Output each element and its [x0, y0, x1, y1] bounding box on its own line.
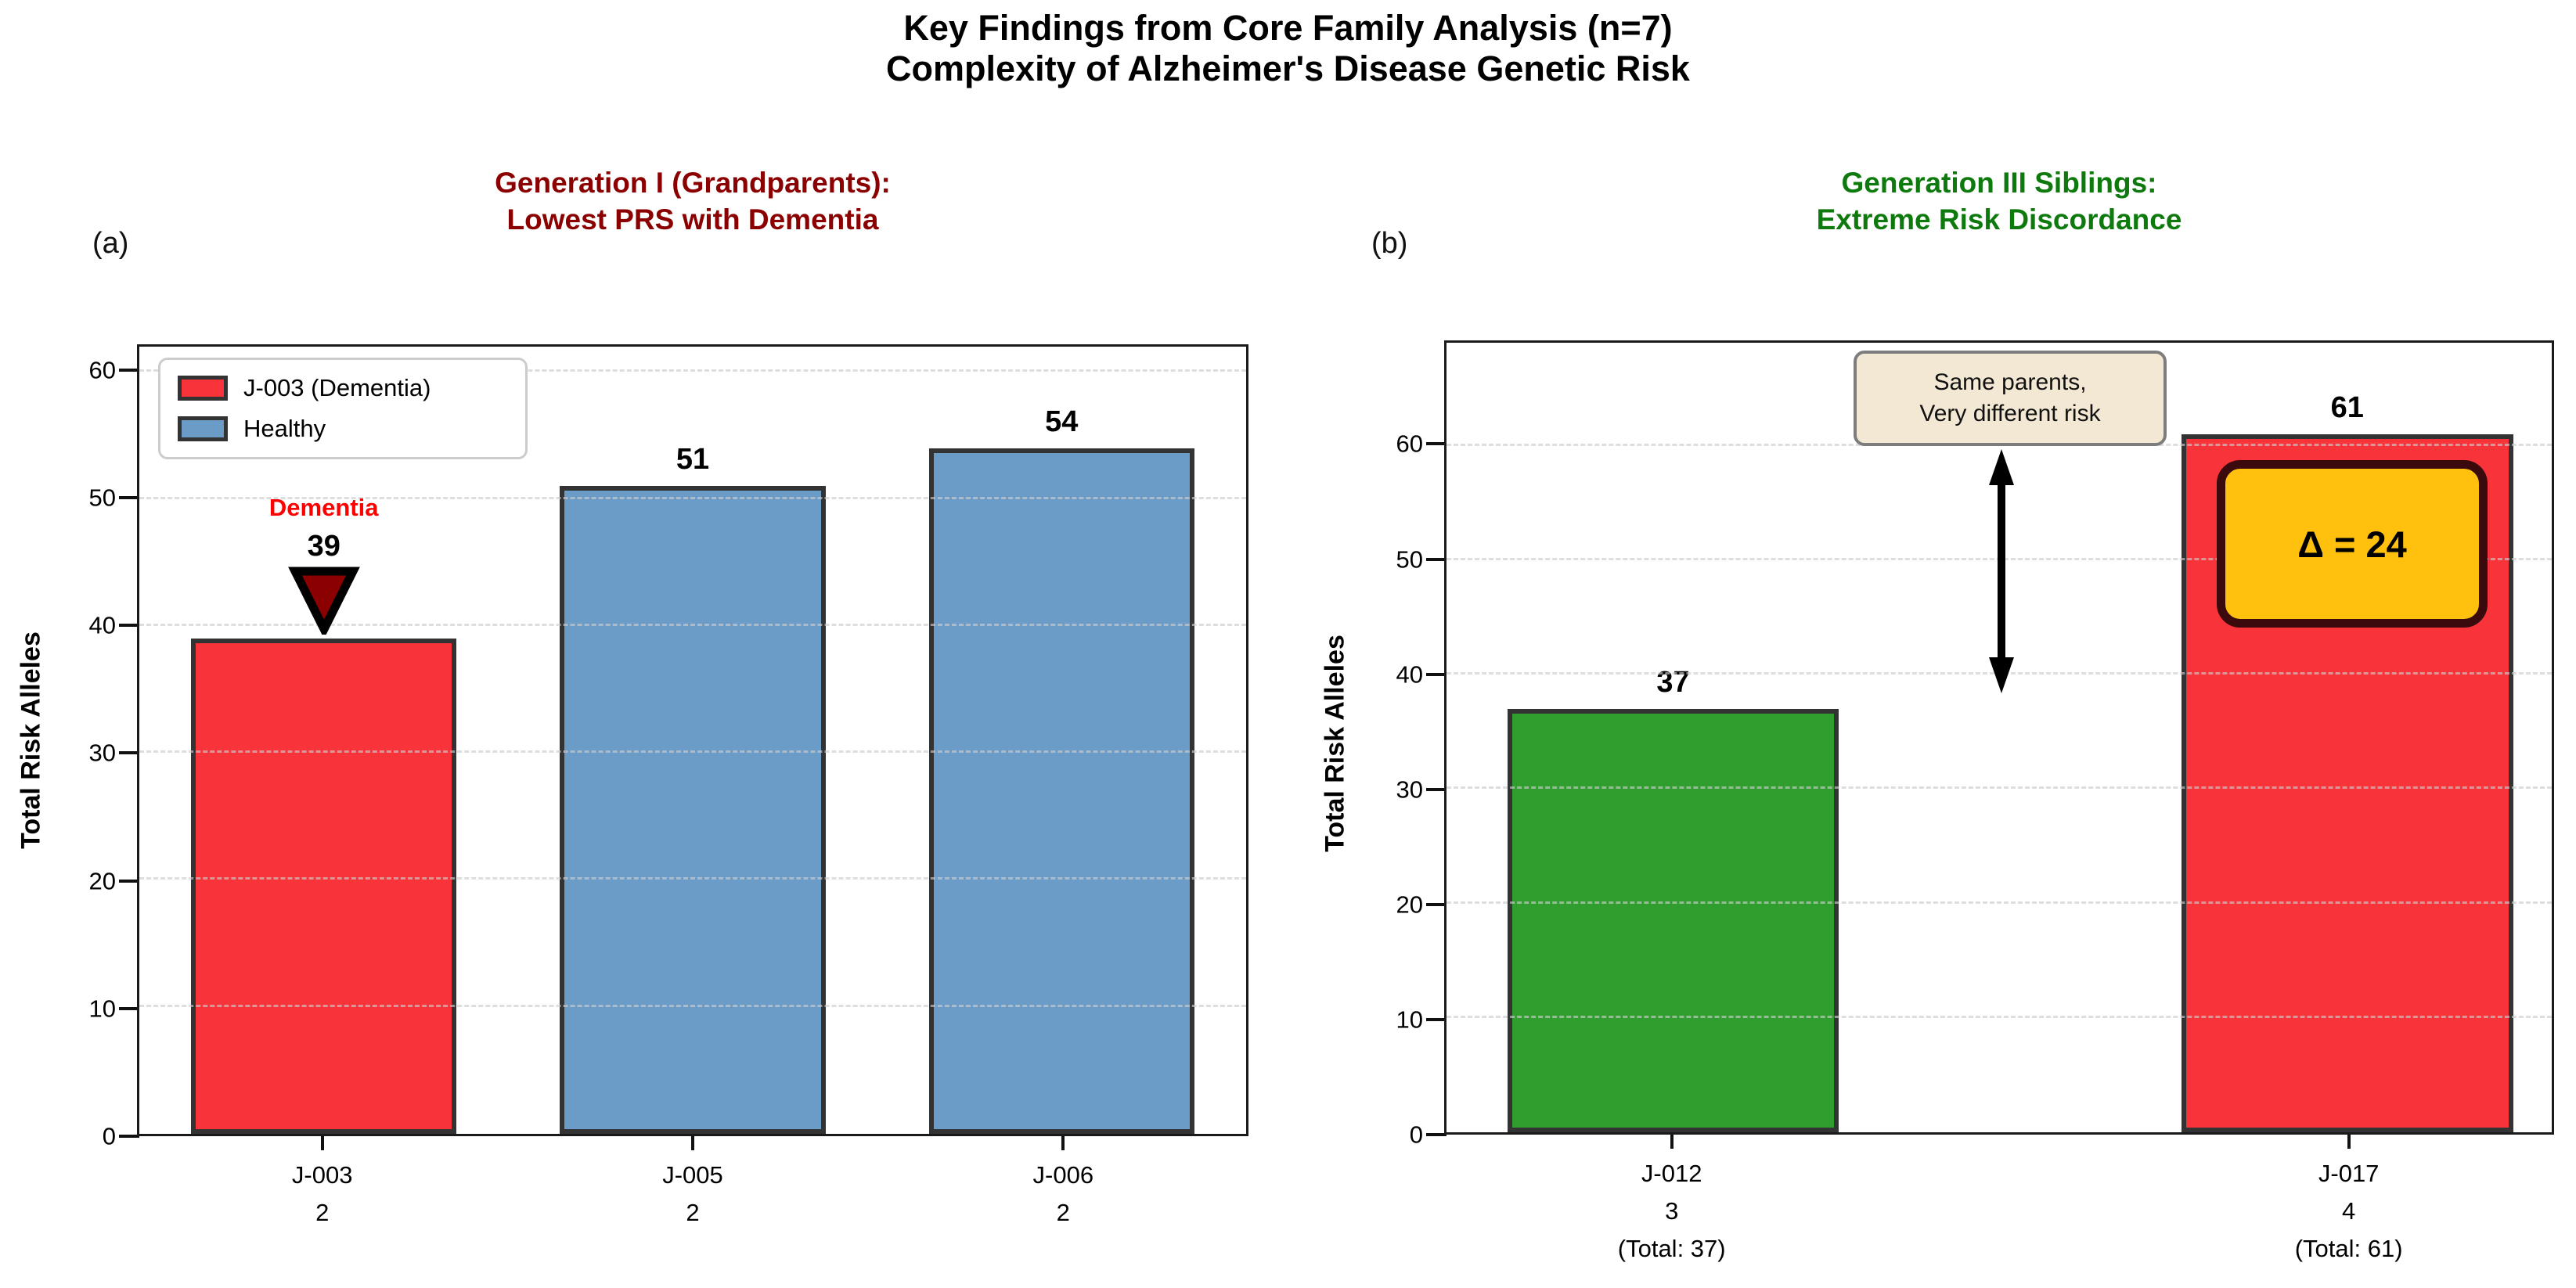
legend: J-003 (Dementia) Healthy: [158, 358, 528, 459]
y-tick-mark: [1426, 442, 1447, 446]
x-tick-label-J-017: J-017 4 (Total: 61): [2295, 1155, 2403, 1268]
y-tick-mark: [1426, 1017, 1447, 1021]
bar-value-label-J-005: 51: [676, 443, 710, 477]
legend-label-healthy: Healthy: [243, 415, 326, 442]
x-tick-label-line: 3: [1665, 1197, 1679, 1225]
x-tick-mark: [320, 1136, 324, 1150]
x-tick-mark: [1061, 1136, 1065, 1150]
panel-b-corner-label: (b): [1371, 227, 1408, 260]
dementia-annotation-label: Dementia: [268, 494, 379, 521]
panel-b-x-tick-marks: [1444, 1135, 2554, 1149]
y-tick-label: 50: [1396, 545, 1423, 573]
y-tick-mark: [1426, 787, 1447, 791]
bar-value-label-J-003: 39: [307, 530, 340, 563]
y-tick-label: 30: [1396, 775, 1423, 804]
bar-value-label-J-006: 54: [1045, 405, 1079, 438]
legend-item-dementia: J-003 (Dementia): [178, 374, 508, 402]
x-tick-label-line: J-012: [1641, 1160, 1702, 1187]
y-tick-label: 20: [1396, 890, 1423, 919]
y-tick-label: 10: [88, 995, 116, 1023]
dementia-marker-triangle-icon: [287, 566, 360, 639]
y-tick-mark: [119, 495, 139, 499]
figure-title: Key Findings from Core Family Analysis (…: [0, 8, 2576, 89]
x-tick-label-J-003: J-003 2: [292, 1157, 353, 1232]
legend-swatch-dementia: [178, 376, 228, 401]
y-tick-label: 40: [88, 611, 116, 639]
x-tick-mark: [2347, 1135, 2351, 1149]
y-tick-label: 60: [1396, 430, 1423, 458]
y-tick-mark: [1426, 672, 1447, 676]
annotation-line2: Very different risk: [1919, 401, 2101, 426]
same-parents-annotation-box: Same parents, Very different risk: [1854, 351, 2167, 446]
panel-a-y-tick-labels: 0 10 20 30 40 50 60: [38, 344, 116, 1148]
bar-J-006: [928, 448, 1194, 1134]
y-tick-mark: [1426, 1133, 1447, 1136]
y-tick-mark: [119, 624, 139, 628]
y-tick-mark: [119, 1135, 139, 1138]
x-tick-mark: [691, 1136, 694, 1150]
panel-a-y-tick-marks: [119, 344, 139, 1138]
panel-a-title-line2: Lowest PRS with Dementia: [506, 203, 879, 236]
panel-b-title-line1: Generation III Siblings:: [1841, 167, 2157, 199]
annotation-line1: Same parents,: [1933, 369, 2087, 395]
double-arrow-icon: [1983, 448, 2019, 699]
panel-b-plot-area: 37 61 Same parents, Very different risk Δ…: [1444, 340, 2554, 1135]
panel-a-x-tick-marks: [137, 1136, 1248, 1150]
x-tick-mark: [1670, 1135, 1673, 1149]
panel-b-title: Generation III Siblings: Extreme Risk Di…: [1444, 164, 2554, 238]
legend-item-healthy: Healthy: [178, 415, 508, 443]
y-tick-label: 10: [1396, 1006, 1423, 1034]
x-tick-label-line: (Total: 37): [1617, 1235, 1726, 1262]
figure-title-line1: Key Findings from Core Family Analysis (…: [903, 8, 1673, 48]
panel-a-corner-label: (a): [92, 227, 129, 260]
x-tick-label-line: J-006: [1032, 1161, 1094, 1189]
x-tick-label-line: (Total: 61): [2294, 1235, 2403, 1262]
x-tick-label-line: 4: [2342, 1197, 2356, 1225]
panel-a-plot-area: 39 51 54 J-003 (Dementia) Healthy Dementia: [137, 344, 1248, 1136]
y-tick-label: 60: [88, 356, 116, 384]
y-tick-mark: [1426, 557, 1447, 561]
panel-a-title: Generation I (Grandparents): Lowest PRS …: [137, 164, 1248, 238]
legend-label-dementia: J-003 (Dementia): [243, 374, 431, 401]
y-tick-mark: [1426, 902, 1447, 906]
x-tick-label-line: 2: [1056, 1199, 1070, 1226]
y-tick-label: 50: [88, 484, 116, 512]
x-tick-label-J-012: J-012 3 (Total: 37): [1618, 1155, 1726, 1268]
y-tick-label: 0: [102, 1122, 116, 1150]
y-tick-mark: [119, 879, 139, 883]
figure-title-line2: Complexity of Alzheimer's Disease Geneti…: [886, 49, 1690, 88]
y-tick-mark: [119, 368, 139, 372]
x-tick-label-J-005: J-005 2: [662, 1157, 723, 1232]
y-tick-label: 0: [1409, 1121, 1423, 1149]
bar-J-012: [1507, 708, 1839, 1132]
delta-badge-label: Δ = 24: [2297, 523, 2407, 565]
y-tick-mark: [119, 751, 139, 755]
panel-a-title-line1: Generation I (Grandparents):: [495, 167, 891, 199]
y-tick-label: 40: [1396, 660, 1423, 689]
panel-b-y-tick-labels: 0 10 20 30 40 50 60: [1345, 340, 1423, 1147]
x-tick-label-line: J-017: [2318, 1160, 2380, 1187]
y-tick-mark: [119, 1006, 139, 1010]
delta-badge: Δ = 24: [2217, 460, 2488, 628]
x-tick-label-line: 2: [315, 1199, 330, 1226]
bar-J-005: [560, 486, 826, 1134]
bar-value-label-J-012: 37: [1656, 665, 1690, 699]
x-tick-label-line: 2: [686, 1199, 700, 1226]
legend-swatch-healthy: [178, 416, 228, 441]
panel-b-y-tick-marks: [1426, 340, 1447, 1136]
x-tick-label-line: J-005: [662, 1161, 723, 1189]
y-tick-label: 20: [88, 867, 116, 895]
y-tick-label: 30: [88, 739, 116, 767]
bar-J-003: [191, 639, 457, 1134]
x-tick-label-line: J-003: [291, 1161, 353, 1189]
x-tick-label-J-006: J-006 2: [1033, 1157, 1094, 1232]
panel-b-title-line2: Extreme Risk Discordance: [1816, 203, 2182, 236]
bar-value-label-J-017: 61: [2330, 391, 2364, 424]
